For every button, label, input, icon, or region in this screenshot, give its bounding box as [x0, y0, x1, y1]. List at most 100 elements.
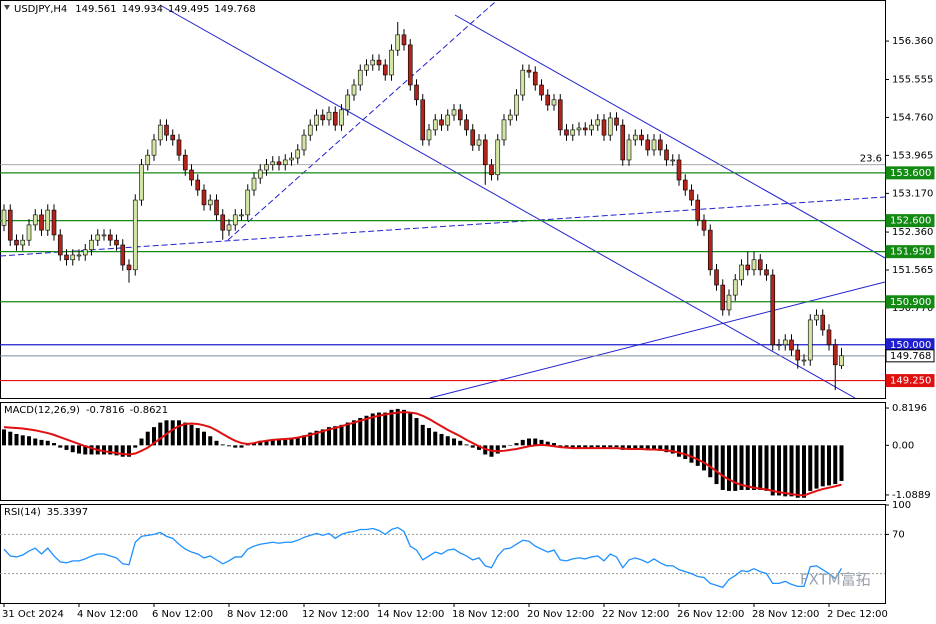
- macd-bar: [133, 445, 138, 448]
- macd-bar: [683, 445, 688, 460]
- macd-bar: [127, 445, 131, 457]
- x-tick-label: 22 Nov 12:00: [602, 609, 669, 620]
- y-tick-label: 0.8196: [892, 403, 927, 414]
- y-tick-label: 151.565: [892, 265, 933, 276]
- macd-bar: [277, 439, 281, 446]
- candle-body: [170, 134, 176, 141]
- x-tick-label: 2 Dec 12:00: [827, 609, 888, 620]
- candle-body: [776, 344, 782, 347]
- rsi-title: RSI(14): [4, 507, 41, 518]
- candle-body: [564, 129, 569, 136]
- candle-body: [839, 355, 844, 367]
- candle-body: [139, 164, 144, 201]
- candle-body: [14, 239, 19, 246]
- level-label: 150.000: [890, 340, 931, 351]
- macd-bar: [658, 445, 663, 451]
- macd-bar: [233, 445, 238, 448]
- candle-body: [832, 344, 838, 366]
- candle-body: [370, 59, 376, 66]
- macd-bar: [252, 443, 256, 446]
- macd-bar: [445, 436, 450, 446]
- candle-body: [489, 164, 494, 176]
- candle-body: [151, 139, 157, 156]
- candle-body: [507, 114, 513, 121]
- candle-body: [145, 154, 151, 166]
- macd-bar: [264, 440, 269, 446]
- macd-bar: [570, 445, 575, 449]
- candle-body: [376, 59, 382, 66]
- candle-body: [576, 127, 582, 131]
- trend-line: [227, 1, 496, 241]
- macd-bar: [664, 445, 669, 453]
- macd-bar: [270, 439, 275, 446]
- level-label: 153.600: [890, 168, 931, 179]
- rsi-pane: [0, 504, 886, 604]
- high-value: 149.934: [122, 4, 163, 15]
- y-tick-label: 153.170: [892, 188, 933, 199]
- macd-bar: [633, 445, 638, 449]
- macd-bar: [345, 422, 350, 446]
- candle-body: [464, 119, 469, 131]
- candle-body: [751, 259, 757, 271]
- candle-body: [32, 214, 38, 226]
- candle-body: [270, 161, 276, 166]
- macd-bar: [27, 436, 31, 446]
- candle-body: [595, 119, 601, 126]
- macd-bar: [114, 445, 119, 456]
- candle-body: [357, 69, 363, 86]
- low-value: 149.495: [168, 4, 209, 15]
- candle-body: [745, 264, 751, 271]
- macd-bar: [83, 445, 88, 455]
- macd-bar: [77, 445, 81, 454]
- macd-bar: [614, 445, 619, 448]
- macd-bar: [752, 445, 756, 490]
- last-price-label: 149.768: [890, 351, 931, 362]
- candle-body: [364, 64, 369, 71]
- macd-bar: [708, 445, 713, 478]
- candle-body: [545, 94, 551, 106]
- macd-value: -0.7816: [86, 405, 125, 416]
- level-label: 152.600: [890, 216, 931, 227]
- candle-body: [620, 124, 626, 161]
- macd-bar: [795, 445, 800, 498]
- candle-body: [407, 44, 413, 86]
- y-tick-label: 155.555: [892, 75, 933, 86]
- candle-body: [20, 239, 26, 246]
- candle-body: [276, 161, 282, 166]
- y-tick-label: 156.360: [892, 36, 933, 47]
- macd-bar: [820, 445, 825, 487]
- candle-body: [570, 129, 576, 136]
- macd-bar: [358, 418, 363, 446]
- candle-body: [451, 109, 457, 116]
- macd-bar: [420, 424, 425, 446]
- macd-bar: [389, 409, 394, 446]
- macd-bar: [258, 440, 263, 446]
- macd-bar: [333, 426, 338, 446]
- candle-body: [307, 124, 313, 136]
- candle-body: [820, 314, 826, 331]
- candle-body: [282, 159, 288, 166]
- level-label: 150.900: [890, 297, 931, 308]
- candle-body: [176, 139, 182, 156]
- candle-body: [1, 209, 7, 226]
- macd-bar: [295, 437, 300, 446]
- candle-body: [639, 134, 644, 141]
- candle-body: [239, 214, 244, 217]
- macd-bar: [202, 431, 206, 446]
- macd-bar: [533, 438, 538, 446]
- candle-body: [26, 224, 32, 241]
- macd-bar: [195, 428, 200, 446]
- macd-bar: [502, 445, 506, 448]
- candle-body: [557, 99, 563, 131]
- candle-body: [70, 254, 76, 261]
- candle-body: [414, 84, 419, 101]
- candle-body: [726, 294, 732, 311]
- macd-bar: [427, 428, 431, 446]
- candle-body: [326, 111, 332, 121]
- candle-body: [226, 224, 232, 231]
- candle-body: [245, 189, 251, 216]
- trend-line: [0, 196, 885, 257]
- candle-body: [251, 177, 257, 191]
- candle-body: [695, 199, 701, 221]
- candle-body: [520, 69, 526, 96]
